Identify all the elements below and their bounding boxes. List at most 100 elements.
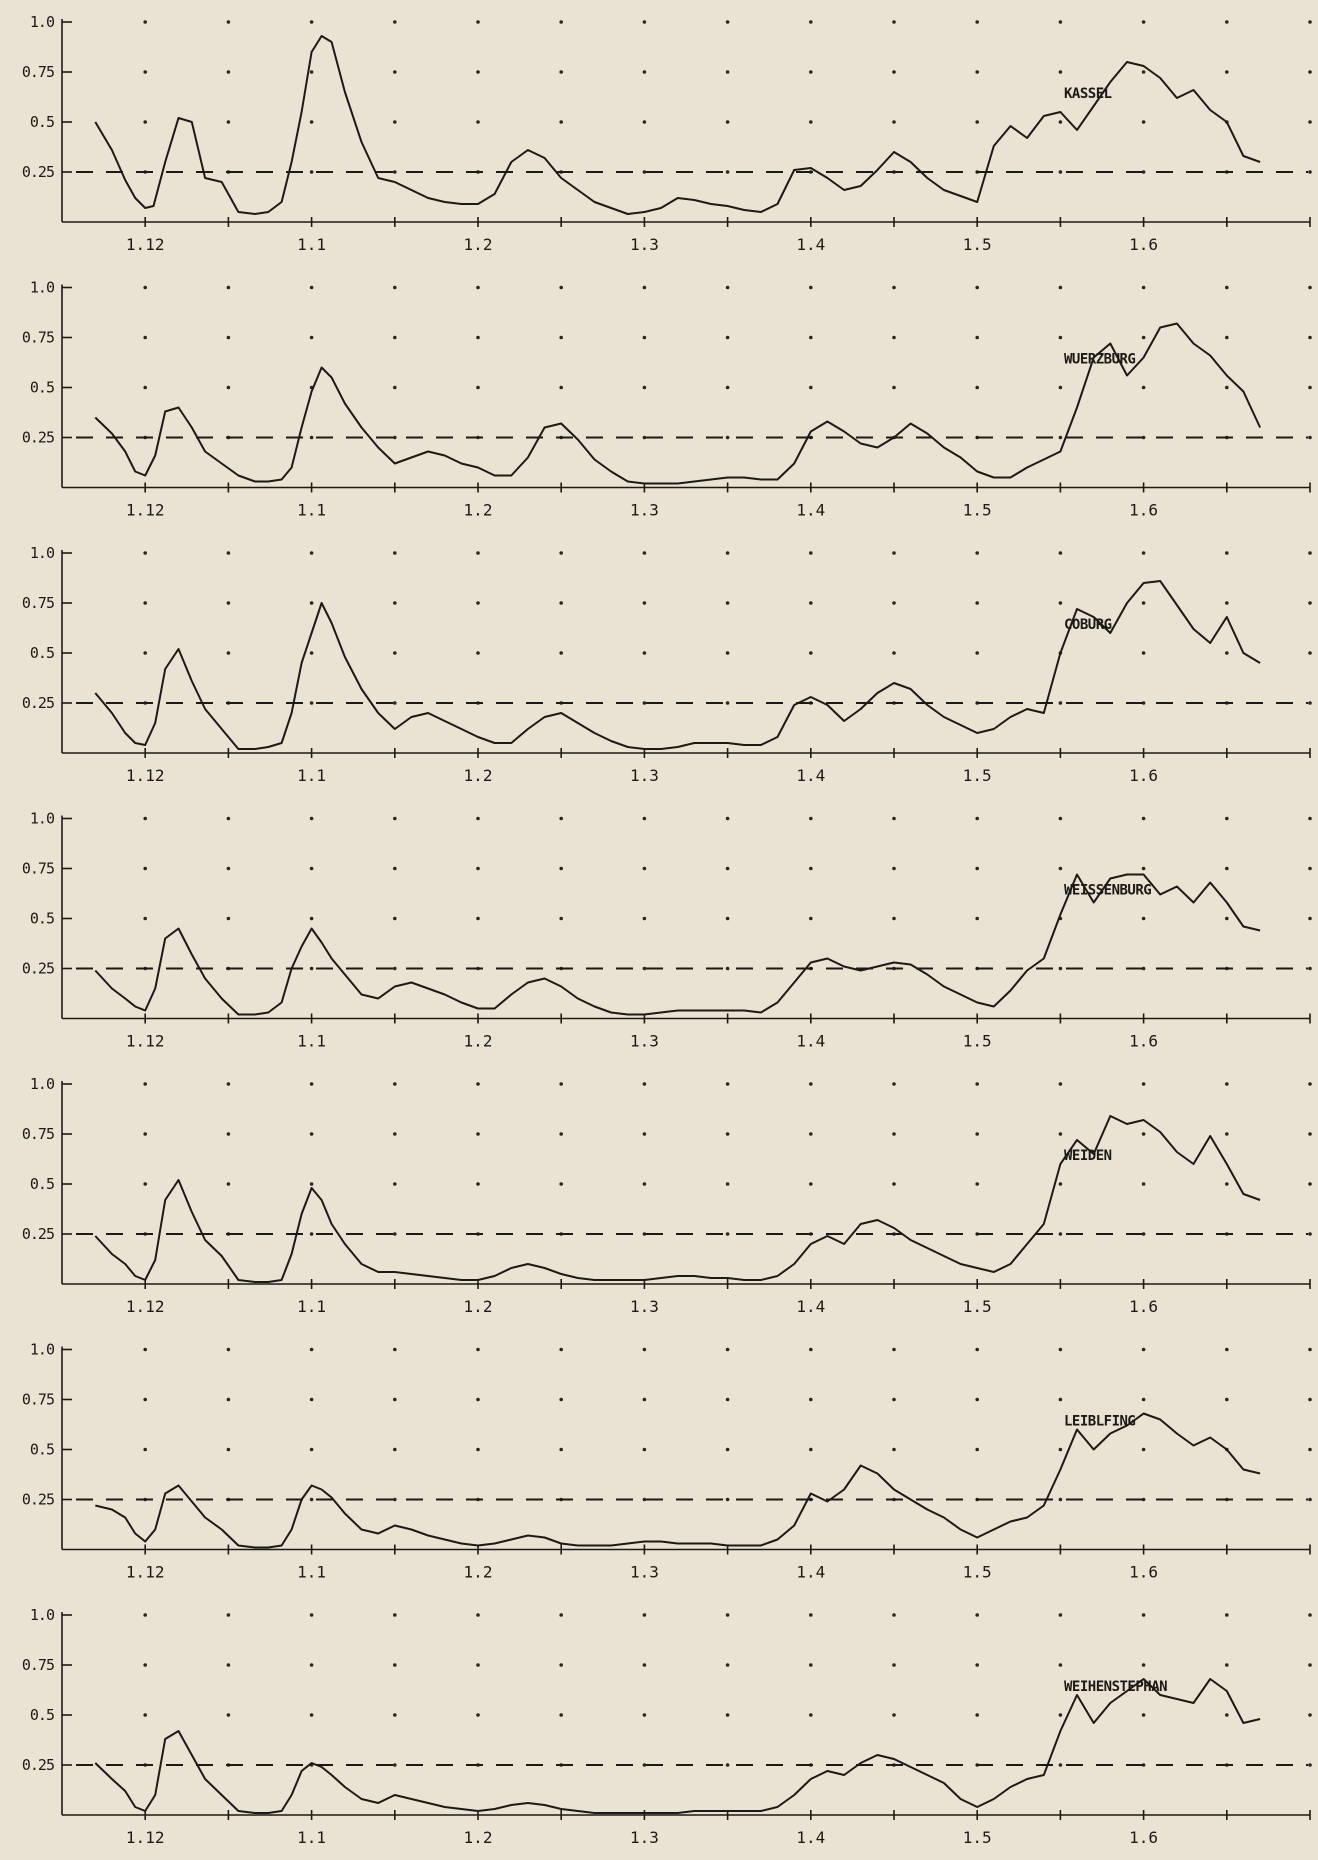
grid-dot xyxy=(975,1713,979,1717)
grid-dot xyxy=(725,551,730,555)
grid-dot xyxy=(1141,551,1146,555)
grid-dot xyxy=(975,1182,979,1186)
grid-dot xyxy=(226,285,231,290)
grid-dot xyxy=(892,601,896,605)
grid-dot xyxy=(1225,1082,1229,1086)
grid-dot xyxy=(725,866,730,871)
grid-dot xyxy=(1141,20,1146,24)
grid-dot xyxy=(226,1132,231,1136)
grid-dot xyxy=(642,1447,647,1452)
grid-dot xyxy=(975,20,979,24)
y-tick-label: 0.75 xyxy=(22,329,54,347)
grid-dot xyxy=(725,1232,730,1236)
grid-dot xyxy=(476,1397,480,1402)
grid-dot xyxy=(892,70,896,74)
grid-dot xyxy=(393,385,397,390)
grid-dot xyxy=(1058,701,1063,705)
y-tick-label: 0.75 xyxy=(22,860,54,878)
grid-dot xyxy=(725,1497,730,1502)
grid-dot xyxy=(393,701,397,705)
grid-dot xyxy=(559,20,563,24)
x-tick-label: 1.12 xyxy=(126,1032,165,1051)
grid-dot xyxy=(309,1497,314,1502)
grid-dot xyxy=(642,1713,647,1717)
x-tick-label: 1.1 xyxy=(297,235,326,254)
grid-dot xyxy=(1308,120,1312,124)
grid-dot xyxy=(1308,1713,1312,1717)
grid-dot xyxy=(1141,601,1146,605)
grid-dot xyxy=(1308,385,1312,390)
x-tick-label: 1.5 xyxy=(963,1032,992,1051)
series-name-label: WUERZBURG xyxy=(1064,352,1135,368)
grid-dot xyxy=(642,1397,647,1402)
x-tick-label: 1.12 xyxy=(126,235,165,254)
y-tick-label: 0.25 xyxy=(22,694,54,712)
grid-dot xyxy=(1141,70,1146,74)
grid-dot xyxy=(393,335,397,340)
grid-dot xyxy=(809,1663,813,1667)
x-tick-label: 1.12 xyxy=(126,501,165,520)
chart-panel: 0.25 0.5 0.75 1.0 1.12 1.1 1.2 1.3 1.4 1.5 1.6 COBU… xyxy=(22,544,1312,785)
grid-dot xyxy=(143,816,147,821)
series-name-label: WEIDEN xyxy=(1064,1148,1112,1164)
grid-dot xyxy=(393,916,397,921)
y-tick-label: 0.5 xyxy=(30,1175,54,1193)
grid-dot xyxy=(559,1663,563,1667)
grid-dot xyxy=(809,916,813,921)
grid-dot xyxy=(809,816,813,821)
grid-dot xyxy=(1225,816,1229,821)
grid-dot xyxy=(1141,120,1146,124)
grid-dot xyxy=(1141,385,1146,390)
grid-dot xyxy=(309,1613,314,1617)
chart-panel: 0.25 0.5 0.75 1.0 1.12 1.1 1.2 1.3 1.4 1.5 1.6 WEIH… xyxy=(22,1606,1312,1847)
grid-dot xyxy=(642,70,647,74)
y-tick-label: 0.25 xyxy=(22,1756,54,1774)
grid-dot xyxy=(975,1082,979,1086)
grid-dot xyxy=(892,1397,896,1402)
grid-dot xyxy=(809,70,813,74)
grid-dot xyxy=(1225,866,1229,871)
grid-dot xyxy=(1058,966,1063,971)
grid-dot xyxy=(1141,866,1146,871)
grid-dot xyxy=(476,285,480,290)
grid-dot xyxy=(393,1613,397,1617)
grid-dot xyxy=(559,335,563,340)
grid-dot xyxy=(476,1347,480,1352)
x-tick-label: 1.3 xyxy=(630,501,659,520)
grid-dot xyxy=(309,1232,314,1236)
grid-dot xyxy=(725,651,730,655)
grid-dot xyxy=(809,1713,813,1717)
grid-dot xyxy=(393,20,397,24)
grid-dot xyxy=(975,335,979,340)
series-name-label: WEIHENSTEPHAN xyxy=(1064,1679,1167,1695)
grid-dot xyxy=(226,1182,231,1186)
grid-dot xyxy=(642,1082,647,1086)
grid-dot xyxy=(809,285,813,290)
grid-dot xyxy=(393,1663,397,1667)
grid-dot xyxy=(725,916,730,921)
grid-dot xyxy=(476,816,480,821)
grid-dot xyxy=(1225,335,1229,340)
x-tick-label: 1.6 xyxy=(1129,1032,1158,1051)
grid-dot xyxy=(1225,1613,1229,1617)
chart-panel: 0.25 0.5 0.75 1.0 1.12 1.1 1.2 1.3 1.4 1.5 1.6 WEIS… xyxy=(22,810,1312,1051)
x-tick-label: 1.4 xyxy=(796,1297,825,1316)
grid-dot xyxy=(559,70,563,74)
grid-dot xyxy=(892,285,896,290)
grid-dot xyxy=(143,1182,147,1186)
grid-dot xyxy=(559,285,563,290)
grid-dot xyxy=(143,1613,147,1617)
y-tick-label: 0.75 xyxy=(22,1125,54,1143)
grid-dot xyxy=(642,816,647,821)
grid-dot xyxy=(309,170,314,174)
grid-dot xyxy=(809,385,813,390)
grid-dot xyxy=(1141,1663,1146,1667)
grid-dot xyxy=(476,1663,480,1667)
grid-dot xyxy=(476,120,480,124)
series-name-label: KASSEL xyxy=(1064,86,1112,102)
grid-dot xyxy=(975,1663,979,1667)
grid-dot xyxy=(809,866,813,871)
grid-dot xyxy=(476,20,480,24)
grid-dot xyxy=(309,335,314,340)
grid-dot xyxy=(309,1713,314,1717)
